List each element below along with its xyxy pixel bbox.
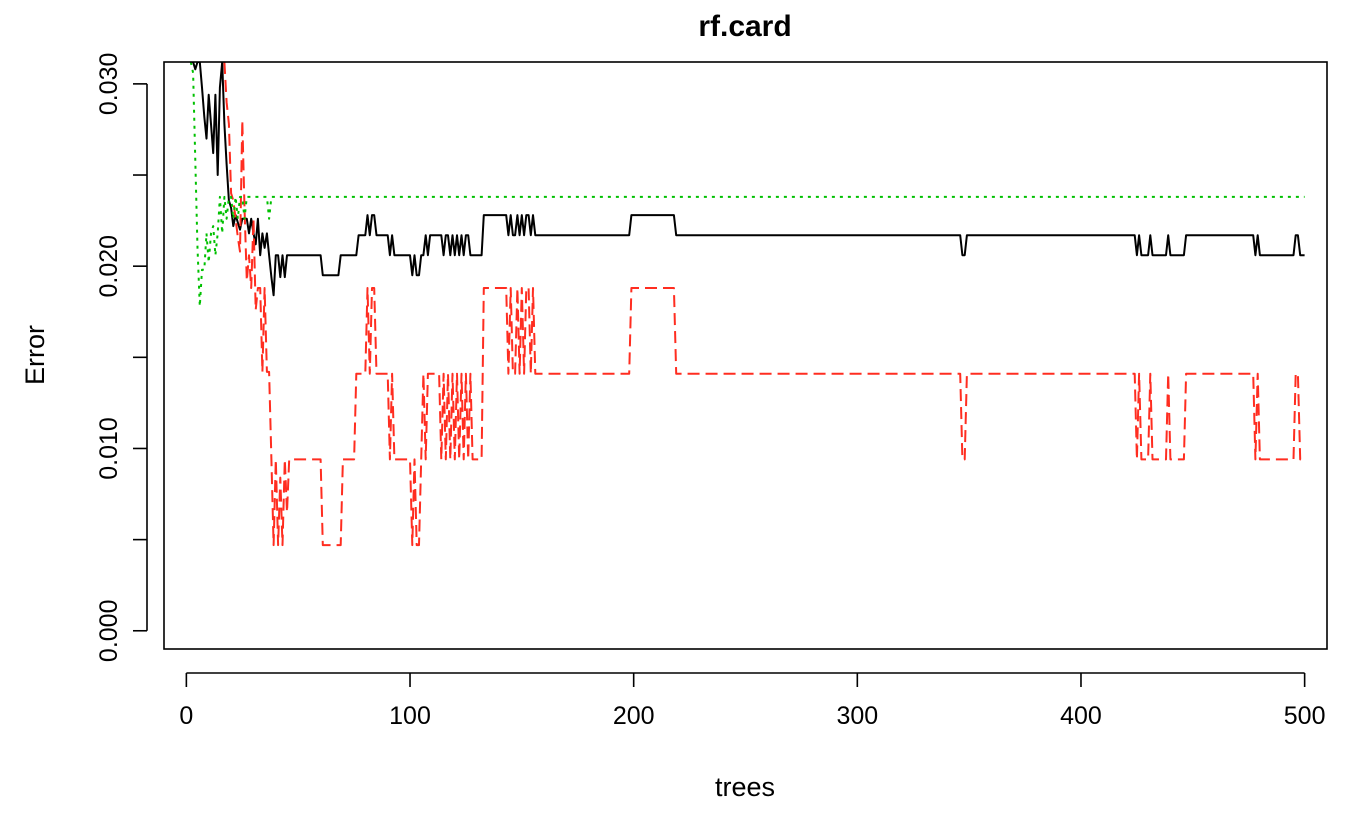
y-tick-label: 0.030 (95, 53, 123, 116)
plot-lines (189, 62, 1305, 547)
y-axis-label: Error (20, 325, 50, 385)
series-line-3 (189, 62, 1305, 308)
x-tick-label: 500 (1284, 702, 1326, 730)
x-tick-label: 300 (836, 702, 878, 730)
x-tick-label: 100 (389, 702, 431, 730)
series-line-1 (190, 62, 1305, 297)
x-tick-label: 400 (1060, 702, 1102, 730)
plot-frame (163, 61, 1328, 650)
y-tick-label: 0.020 (95, 235, 123, 298)
series-line-2 (223, 62, 1305, 547)
y-tick-label: 0.000 (95, 600, 123, 663)
y-tick-label: 0.010 (95, 417, 123, 480)
x-axis-label: trees (715, 772, 775, 802)
x-tick-label: 0 (179, 702, 193, 730)
x-axis: 0 100 200 300 400 500 (179, 672, 1326, 730)
y-axis: 0.000 0.010 0.020 0.030 (95, 53, 148, 663)
x-tick-label: 200 (613, 702, 655, 730)
chart-title: rf.card (698, 10, 791, 43)
